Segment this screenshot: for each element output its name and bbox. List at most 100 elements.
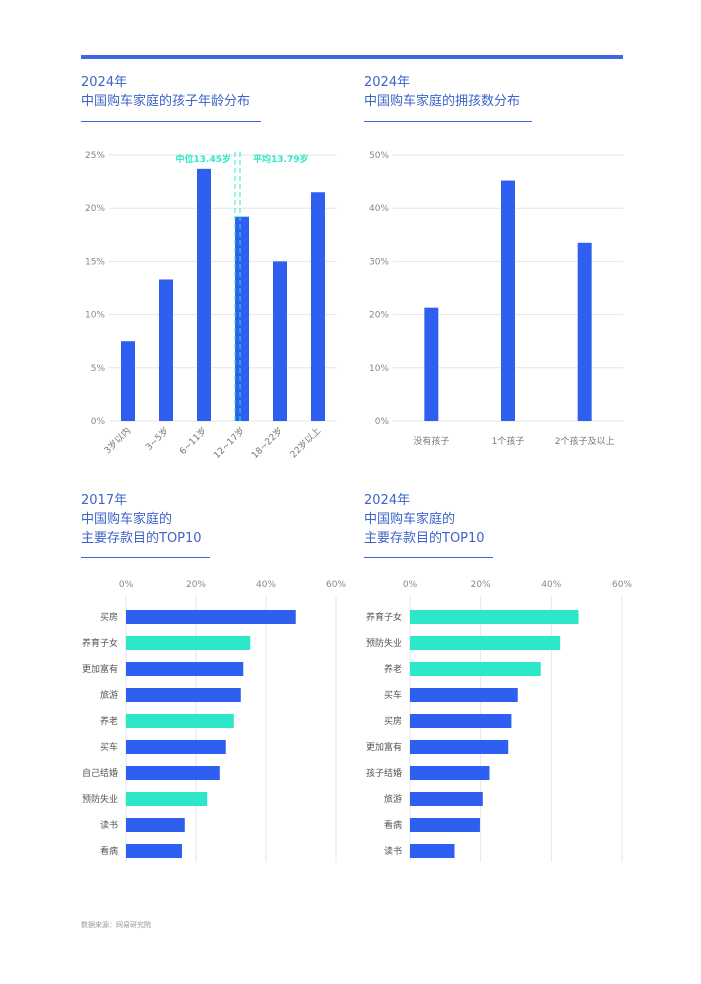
- top2017-category-label: 自己结婚: [82, 767, 118, 779]
- count-chart-title-text: 中国购车家庭的拥孩数分布: [364, 94, 521, 109]
- top2024-bar: [410, 740, 509, 754]
- top2024-category-label: 养老: [384, 663, 402, 675]
- top2024-x-tick-label: 60%: [612, 580, 632, 590]
- top2024-chart-title-line1: 中国购车家庭的: [364, 512, 456, 527]
- top2017-x-tick-label: 20%: [186, 580, 206, 590]
- top2017-category-label: 买房: [100, 611, 118, 623]
- top2024-category-label: 养育子女: [366, 611, 402, 623]
- age-x-tick-label: 3岁以内: [101, 425, 133, 457]
- age-x-tick-label: 3~5岁: [143, 425, 171, 453]
- age-chart-title-underline: [81, 121, 261, 122]
- top2017-bar: [126, 662, 244, 676]
- top2017-x-tick-label: 60%: [326, 580, 346, 590]
- age-bar: [121, 341, 135, 421]
- age-chart-title-text: 中国购车家庭的孩子年龄分布: [81, 94, 251, 109]
- age-chart-title: 2024年 中国购车家庭的孩子年龄分布: [81, 73, 250, 111]
- count-x-tick-label: 没有孩子: [413, 435, 449, 447]
- count-bar: [424, 307, 439, 421]
- age-y-tick-label: 0%: [91, 417, 106, 427]
- top2024-bar: [410, 688, 518, 702]
- top2017-bar: [126, 610, 296, 624]
- top2017-bar: [126, 636, 251, 650]
- count-bar: [501, 180, 515, 421]
- count-y-tick-label: 0%: [375, 417, 390, 427]
- age-y-tick-label: 10%: [85, 311, 105, 321]
- age-chart-title-year: 2024年: [81, 75, 128, 90]
- age-bar: [159, 279, 173, 421]
- age-bar: [197, 168, 211, 421]
- top2024-category-label: 读书: [384, 845, 402, 857]
- top2017-category-label: 预防失业: [82, 793, 118, 805]
- top2017-category-label: 读书: [100, 819, 118, 831]
- age-x-tick-label: 6~11岁: [177, 425, 209, 457]
- age-x-tick-label: 12~17岁: [211, 425, 247, 461]
- age-median-label: 中位13.45岁: [176, 153, 231, 165]
- top2017-chart-title-year: 2017年: [81, 493, 128, 508]
- top2017-chart-title-line2: 主要存款目的TOP10: [81, 531, 202, 546]
- top2024-chart-title-year: 2024年: [364, 493, 411, 508]
- age-y-tick-label: 25%: [85, 151, 105, 161]
- top2017-bar: [126, 818, 185, 832]
- top2017-bar: [126, 766, 220, 780]
- count-chart-title: 2024年 中国购车家庭的拥孩数分布: [364, 73, 520, 111]
- top2024-category-label: 孩子结婚: [366, 767, 402, 779]
- top2017-category-label: 看病: [100, 845, 118, 857]
- top2017-category-label: 更加富有: [82, 663, 118, 675]
- top2024-category-label: 旅游: [384, 793, 402, 805]
- top2017-category-label: 养育子女: [82, 637, 118, 649]
- top2017-category-label: 养老: [100, 715, 118, 727]
- top2024-bar: [410, 818, 480, 832]
- count-y-tick-label: 50%: [369, 151, 389, 161]
- top2024-category-label: 看病: [384, 819, 402, 831]
- top2024-bar: [410, 792, 483, 806]
- top2024-x-tick-label: 0%: [403, 580, 418, 590]
- age-y-tick-label: 5%: [91, 364, 106, 374]
- count-y-tick-label: 30%: [369, 257, 389, 267]
- count-y-tick-label: 10%: [369, 364, 389, 374]
- top2024-chart-title: 2024年 中国购车家庭的 主要存款目的TOP10: [364, 491, 485, 548]
- top2017-bar: [126, 688, 241, 702]
- count-y-tick-label: 20%: [369, 311, 389, 321]
- top2017-bar: [126, 740, 226, 754]
- age-bar: [235, 216, 249, 421]
- top2017-chart-title: 2017年 中国购车家庭的 主要存款目的TOP10: [81, 491, 202, 548]
- count-x-tick-label: 1个孩子: [492, 435, 525, 447]
- top2017-x-tick-label: 0%: [119, 580, 134, 590]
- count-bar: [577, 242, 592, 421]
- top2017-bar: [126, 792, 208, 806]
- top2017-category-label: 买车: [100, 741, 118, 753]
- count-x-tick-label: 2个孩子及以上: [555, 435, 615, 447]
- top2017-chart-title-underline: [81, 557, 210, 558]
- top2017-chart-title-line1: 中国购车家庭的: [81, 512, 173, 527]
- top2024-category-label: 更加富有: [366, 741, 402, 753]
- count-chart-title-year: 2024年: [364, 75, 411, 90]
- top2017-x-tick-label: 40%: [256, 580, 276, 590]
- top2017-category-label: 旅游: [100, 689, 118, 701]
- top2024-category-label: 预防失业: [366, 637, 402, 649]
- count-y-tick-label: 40%: [369, 204, 389, 214]
- count-chart-title-underline: [364, 121, 532, 122]
- top2024-chart-title-line2: 主要存款目的TOP10: [364, 531, 485, 546]
- top-accent-rule: [81, 55, 623, 59]
- source-note: 数据来源：网易研究院: [81, 921, 151, 929]
- top2024-category-label: 买房: [384, 715, 402, 727]
- top2024-bar: [410, 636, 561, 650]
- top2024-x-tick-label: 20%: [471, 580, 491, 590]
- top2024-category-label: 买车: [384, 689, 402, 701]
- top2017-bar: [126, 844, 182, 858]
- age-y-tick-label: 15%: [85, 257, 105, 267]
- top2024-chart-title-underline: [364, 557, 493, 558]
- top2024-bar: [410, 662, 541, 676]
- age-x-tick-label: 18~22岁: [249, 425, 285, 461]
- age-mean-label: 平均13.79岁: [253, 153, 308, 165]
- age-bar: [273, 261, 287, 421]
- age-x-tick-label: 22岁以上: [287, 425, 323, 461]
- top2024-x-tick-label: 40%: [541, 580, 561, 590]
- top2024-bar: [410, 766, 490, 780]
- top2017-bar: [126, 714, 234, 728]
- age-bar: [311, 192, 325, 421]
- top2024-bar: [410, 844, 455, 858]
- top2024-bar: [410, 714, 512, 728]
- age-y-tick-label: 20%: [85, 204, 105, 214]
